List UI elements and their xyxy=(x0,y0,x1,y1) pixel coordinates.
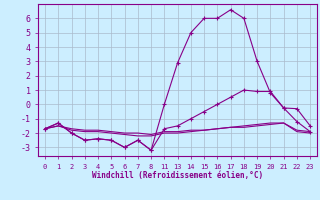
X-axis label: Windchill (Refroidissement éolien,°C): Windchill (Refroidissement éolien,°C) xyxy=(92,171,263,180)
